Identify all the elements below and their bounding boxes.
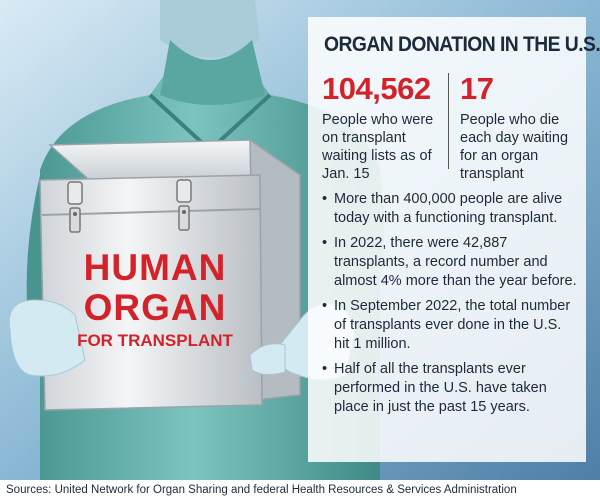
stat-deaths-desc: People who die each day waiting for an o… — [460, 112, 569, 182]
stat-waiting-desc: People who were on transplant waiting li… — [322, 112, 434, 182]
stat-divider — [448, 73, 449, 169]
info-panel: ORGAN DONATION IN THE U.S. 104,562 Peopl… — [308, 17, 600, 462]
stat-deaths-value: 17 — [460, 71, 494, 106]
fact-item: Half of all the transplants ever perform… — [322, 360, 580, 417]
stat-waiting-value: 104,562 — [322, 71, 431, 106]
fact-item: More than 400,000 people are alive today… — [322, 190, 580, 228]
panel-title: ORGAN DONATION IN THE U.S. — [324, 33, 600, 56]
box-label-line2: ORGAN — [83, 287, 227, 328]
box-label: HUMAN ORGAN FOR TRANSPLANT — [50, 248, 260, 352]
box-label-line1: HUMAN — [83, 247, 227, 288]
box-label-line3: FOR TRANSPLANT — [77, 331, 233, 350]
fact-list: More than 400,000 people are alive today… — [322, 190, 580, 423]
fact-item: In 2022, there were 42,887 transplants, … — [322, 234, 580, 291]
sources-note: Sources: United Network for Organ Sharin… — [6, 484, 517, 496]
fact-item: In September 2022, the total number of t… — [322, 297, 580, 354]
latch-icon — [67, 179, 192, 233]
